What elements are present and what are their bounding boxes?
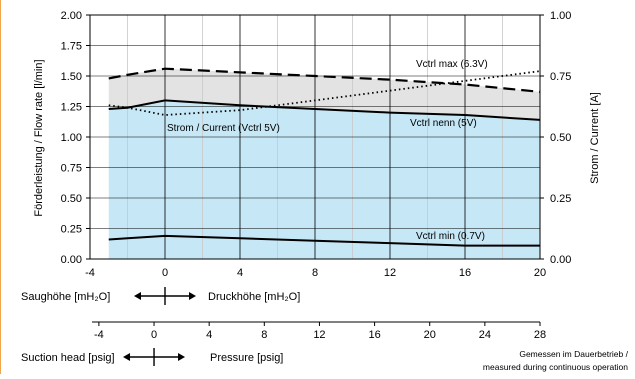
page-accent-edge xyxy=(0,0,1,374)
psig-tick-label: 4 xyxy=(206,329,212,341)
y-axis-left-label: Förderleistung / Flow rate [l/min] xyxy=(33,59,45,216)
y-right-tick-label: 1.00 xyxy=(550,10,571,22)
y-left-tick-label: 1.00 xyxy=(61,132,82,144)
psig-tick-label: 12 xyxy=(313,329,325,341)
measurement-note-line1: Gemessen im Dauerbetrieb / xyxy=(519,349,628,359)
y-left-tick-label: 1.25 xyxy=(61,102,82,114)
y-left-tick-label: 0.75 xyxy=(61,163,82,175)
x-axis-label-pressure-psig: Pressure [psig] xyxy=(210,352,283,364)
psig-tick-label: 8 xyxy=(261,329,267,341)
x-tick-label: 4 xyxy=(237,267,243,279)
x-tick-label: 8 xyxy=(312,267,318,279)
y-left-tick-label: 0.25 xyxy=(61,224,82,236)
x-axis-label-suction-mh2o: Saughöhe [mH₂O] xyxy=(21,291,110,303)
x-tick-label: -4 xyxy=(85,267,95,279)
y-right-tick-label: 0.00 xyxy=(550,254,571,266)
psig-tick-label: 28 xyxy=(534,329,546,341)
area-fill-nenn xyxy=(108,100,540,260)
series-line-1 xyxy=(108,99,541,121)
psig-tick-label: 24 xyxy=(479,329,491,341)
y-right-tick-label: 0.50 xyxy=(550,132,571,144)
psig-tick-label: 20 xyxy=(424,329,436,341)
series-label-current: Strom / Current (Vctrl 5V) xyxy=(167,123,280,134)
y-right-tick-label: 0.75 xyxy=(550,71,571,83)
series-line-2 xyxy=(108,234,540,247)
arrow-left-icon xyxy=(134,292,141,300)
x-tick-label: 20 xyxy=(534,267,546,279)
series-label-vctrl-max: Vctrl max (6.3V) xyxy=(416,59,488,70)
series-line-3 xyxy=(108,70,541,116)
y-right-tick-label: 0.25 xyxy=(550,193,571,205)
x-axis-label-suction-psig: Suction head [psig] xyxy=(21,352,115,364)
x-tick-label: 16 xyxy=(459,267,471,279)
series-label-vctrl-nenn: Vctrl nenn (5V) xyxy=(410,118,477,129)
y-left-tick-label: 1.75 xyxy=(61,41,82,53)
arrow-right-icon xyxy=(178,353,186,361)
x-axis-label-pressure-mh2o: Druckhöhe [mH₂O] xyxy=(208,291,300,303)
arrow-right-icon xyxy=(189,292,196,300)
x-tick-label: 0 xyxy=(162,267,168,279)
psig-tick-label: 0 xyxy=(151,329,157,341)
series-label-vctrl-min: Vctrl min (0.7V) xyxy=(416,231,485,242)
y-left-tick-label: 1.50 xyxy=(61,71,82,83)
arrow-left-icon xyxy=(123,353,131,361)
psig-tick-label: 16 xyxy=(368,329,380,341)
band-fill-max-nenn xyxy=(108,68,540,120)
y-axis-right-label: Strom / Current [A] xyxy=(589,92,601,184)
direction-arrows-psig xyxy=(123,348,186,366)
psig-tick-label: -4 xyxy=(94,329,104,341)
y-left-tick-label: 2.00 xyxy=(61,10,82,22)
y-left-tick-label: 0.50 xyxy=(61,193,82,205)
series-line-0 xyxy=(108,67,541,93)
direction-arrows-mh2o xyxy=(134,287,196,305)
y-left-tick-label: 0.00 xyxy=(61,254,82,266)
x-tick-label: 12 xyxy=(384,267,396,279)
measurement-note-line2: measured during continuous operation xyxy=(483,362,628,372)
